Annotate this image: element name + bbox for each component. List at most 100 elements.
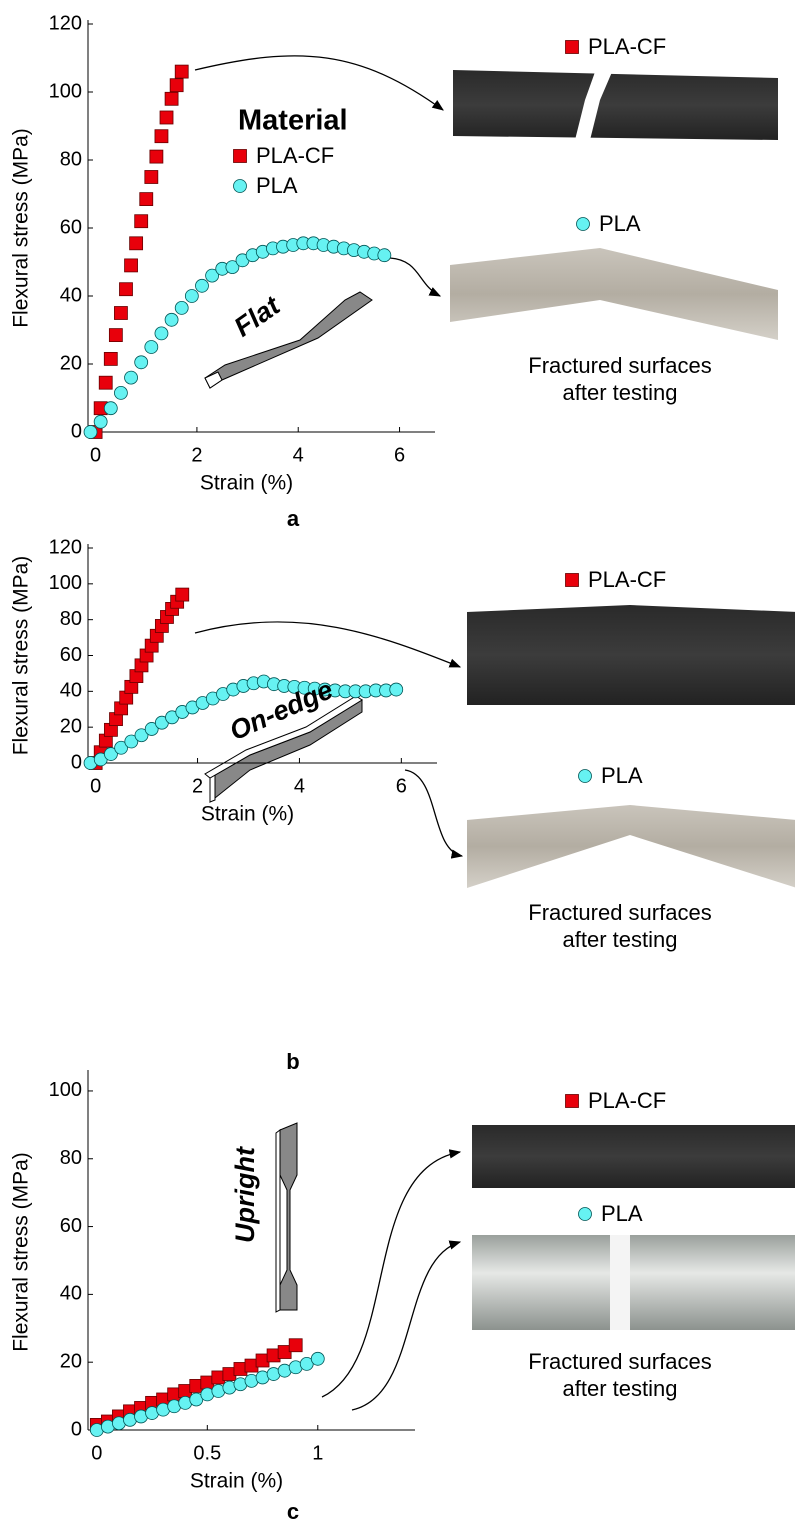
marker-square bbox=[144, 170, 159, 184]
marker-square bbox=[159, 110, 174, 125]
marker-square bbox=[139, 192, 154, 207]
legend-title: Material bbox=[238, 105, 348, 137]
marker-square bbox=[565, 40, 579, 54]
y-axis-label: Flexural stress (MPa) bbox=[10, 556, 33, 756]
y-tick-label: 80 bbox=[60, 148, 82, 170]
marker-circle bbox=[205, 268, 220, 283]
y-tick-label: 100 bbox=[49, 80, 82, 102]
photo-label: PLA bbox=[601, 763, 643, 788]
y-tick-label: 60 bbox=[60, 216, 82, 238]
specimen-upright bbox=[275, 1122, 298, 1313]
marker-circle bbox=[195, 278, 209, 293]
marker-circle bbox=[184, 289, 199, 303]
x-tick-label: 1 bbox=[312, 1442, 323, 1464]
x-tick-label: 0 bbox=[90, 775, 101, 797]
marker-square bbox=[108, 328, 123, 343]
photo-pla-cf-c bbox=[472, 1125, 795, 1188]
marker-square bbox=[149, 149, 164, 164]
marker-square bbox=[164, 91, 179, 106]
x-tick-label: 4 bbox=[294, 775, 305, 797]
photo-label: PLA-CF bbox=[588, 1088, 666, 1113]
marker-circle bbox=[578, 1207, 592, 1221]
marker-square bbox=[154, 129, 169, 144]
arrow bbox=[194, 621, 462, 668]
y-tick-label: 40 bbox=[60, 1283, 82, 1305]
y-tick-label: 120 bbox=[49, 536, 82, 558]
photo-caption: after testing bbox=[563, 380, 678, 405]
marker-square bbox=[119, 282, 133, 297]
orientation-label: Upright bbox=[230, 1146, 260, 1243]
arrow bbox=[389, 257, 442, 297]
photo-caption: after testing bbox=[563, 1376, 678, 1401]
photo-label: PLA bbox=[599, 211, 641, 236]
x-axis-label: Strain (%) bbox=[190, 1470, 283, 1493]
marker-circle bbox=[225, 260, 240, 275]
marker-square bbox=[565, 573, 579, 587]
x-tick-label: 2 bbox=[192, 775, 203, 797]
legend-label: PLA bbox=[256, 173, 298, 198]
marker-circle bbox=[134, 355, 149, 370]
photo-pla-cf-b bbox=[467, 605, 795, 705]
photo-pla-cf-a bbox=[453, 70, 778, 140]
y-tick-label: 60 bbox=[60, 644, 82, 666]
panel-label: b bbox=[286, 1049, 299, 1074]
y-tick-label: 0 bbox=[71, 420, 82, 442]
marker-circle bbox=[310, 1351, 325, 1366]
x-tick-label: 2 bbox=[191, 444, 202, 466]
marker-square bbox=[288, 1338, 303, 1353]
panel-label: a bbox=[287, 506, 300, 531]
marker-circle bbox=[104, 747, 118, 761]
arrow bbox=[194, 55, 444, 111]
x-tick-label: 6 bbox=[396, 775, 407, 797]
marker-square bbox=[124, 258, 138, 273]
orientation-label: Flat bbox=[229, 290, 286, 343]
photo-caption: Fractured surfaces bbox=[528, 353, 711, 378]
marker-circle bbox=[93, 414, 108, 429]
marker-circle bbox=[103, 401, 118, 416]
x-tick-label: 0 bbox=[90, 444, 101, 466]
y-tick-label: 20 bbox=[60, 1350, 82, 1372]
x-tick-label: 6 bbox=[394, 444, 405, 466]
y-tick-label: 20 bbox=[60, 715, 82, 737]
legend-label: PLA-CF bbox=[256, 143, 334, 168]
marker-circle bbox=[124, 734, 139, 749]
y-tick-label: 40 bbox=[60, 680, 82, 702]
x-tick-label: 4 bbox=[293, 444, 304, 466]
y-tick-label: 20 bbox=[60, 352, 82, 374]
y-tick-label: 80 bbox=[60, 1147, 82, 1169]
photo-caption: Fractured surfaces bbox=[528, 1349, 711, 1374]
arrow bbox=[404, 769, 464, 859]
marker-circle bbox=[164, 312, 179, 327]
photo-caption: Fractured surfaces bbox=[528, 900, 711, 925]
marker-square bbox=[98, 375, 113, 390]
marker-circle bbox=[389, 682, 404, 697]
marker-circle bbox=[83, 425, 98, 439]
marker-circle bbox=[578, 769, 592, 783]
x-axis-label: Strain (%) bbox=[201, 803, 294, 826]
y-axis-label: Flexural stress (MPa) bbox=[10, 1152, 33, 1352]
photo-label: PLA-CF bbox=[588, 567, 666, 592]
photo-pla-b bbox=[467, 805, 795, 888]
marker-circle bbox=[154, 326, 169, 341]
y-axis-label: Flexural stress (MPa) bbox=[10, 128, 33, 328]
marker-square bbox=[134, 214, 149, 229]
marker-square bbox=[174, 64, 189, 79]
marker-circle bbox=[174, 300, 189, 315]
marker-square bbox=[565, 1094, 579, 1108]
y-tick-label: 60 bbox=[60, 1215, 82, 1237]
marker-square bbox=[114, 306, 128, 320]
marker-square bbox=[129, 236, 144, 251]
marker-circle bbox=[377, 248, 392, 263]
marker-circle bbox=[134, 728, 149, 743]
marker-circle bbox=[233, 179, 247, 193]
photo-pla-c bbox=[472, 1235, 795, 1330]
y-tick-label: 80 bbox=[60, 608, 82, 630]
y-tick-label: 100 bbox=[49, 572, 82, 594]
y-tick-label: 0 bbox=[71, 1418, 82, 1440]
arrow bbox=[321, 1149, 462, 1398]
marker-square bbox=[103, 351, 118, 366]
photo-label: PLA bbox=[601, 1201, 643, 1226]
specimen-flat bbox=[204, 291, 373, 389]
photo-caption: after testing bbox=[563, 927, 678, 952]
